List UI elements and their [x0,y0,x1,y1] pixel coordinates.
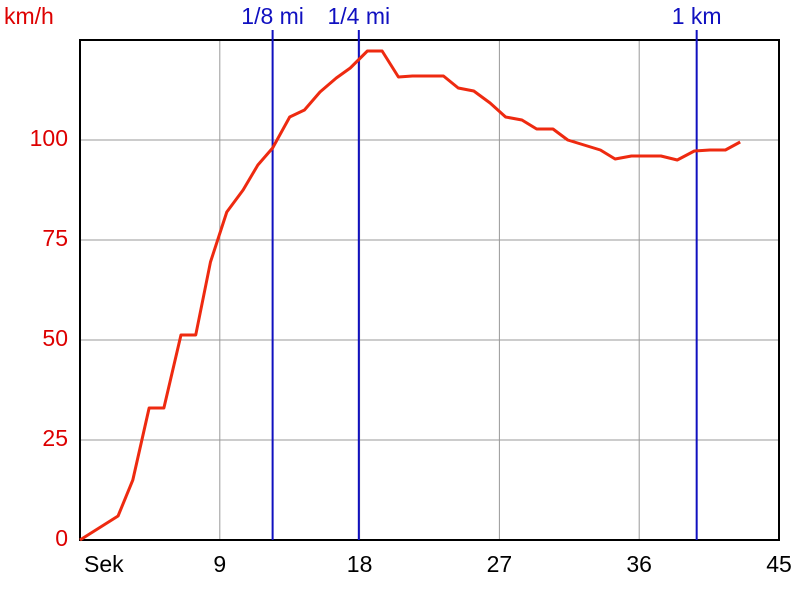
y-tick-label: 50 [42,325,68,351]
y-axis-label: km/h [4,3,54,29]
x-tick-label: 36 [626,551,652,577]
distance-marker-label: 1/4 mi [328,3,391,29]
y-tick-label: 0 [55,525,68,551]
x-tick-label: 18 [347,551,373,577]
y-tick-label: 25 [42,425,68,451]
distance-marker-label: 1/8 mi [241,3,304,29]
plot-frame [79,39,780,541]
x-tick-label: Sek [84,551,124,577]
speed-line [79,49,741,542]
x-tick-label: 9 [213,551,226,577]
x-tick-label: 45 [766,551,792,577]
y-tick-label: 100 [30,125,68,151]
x-tick-label: 27 [487,551,513,577]
distance-marker-label: 1 km [672,3,722,29]
y-tick-label: 75 [42,225,68,251]
